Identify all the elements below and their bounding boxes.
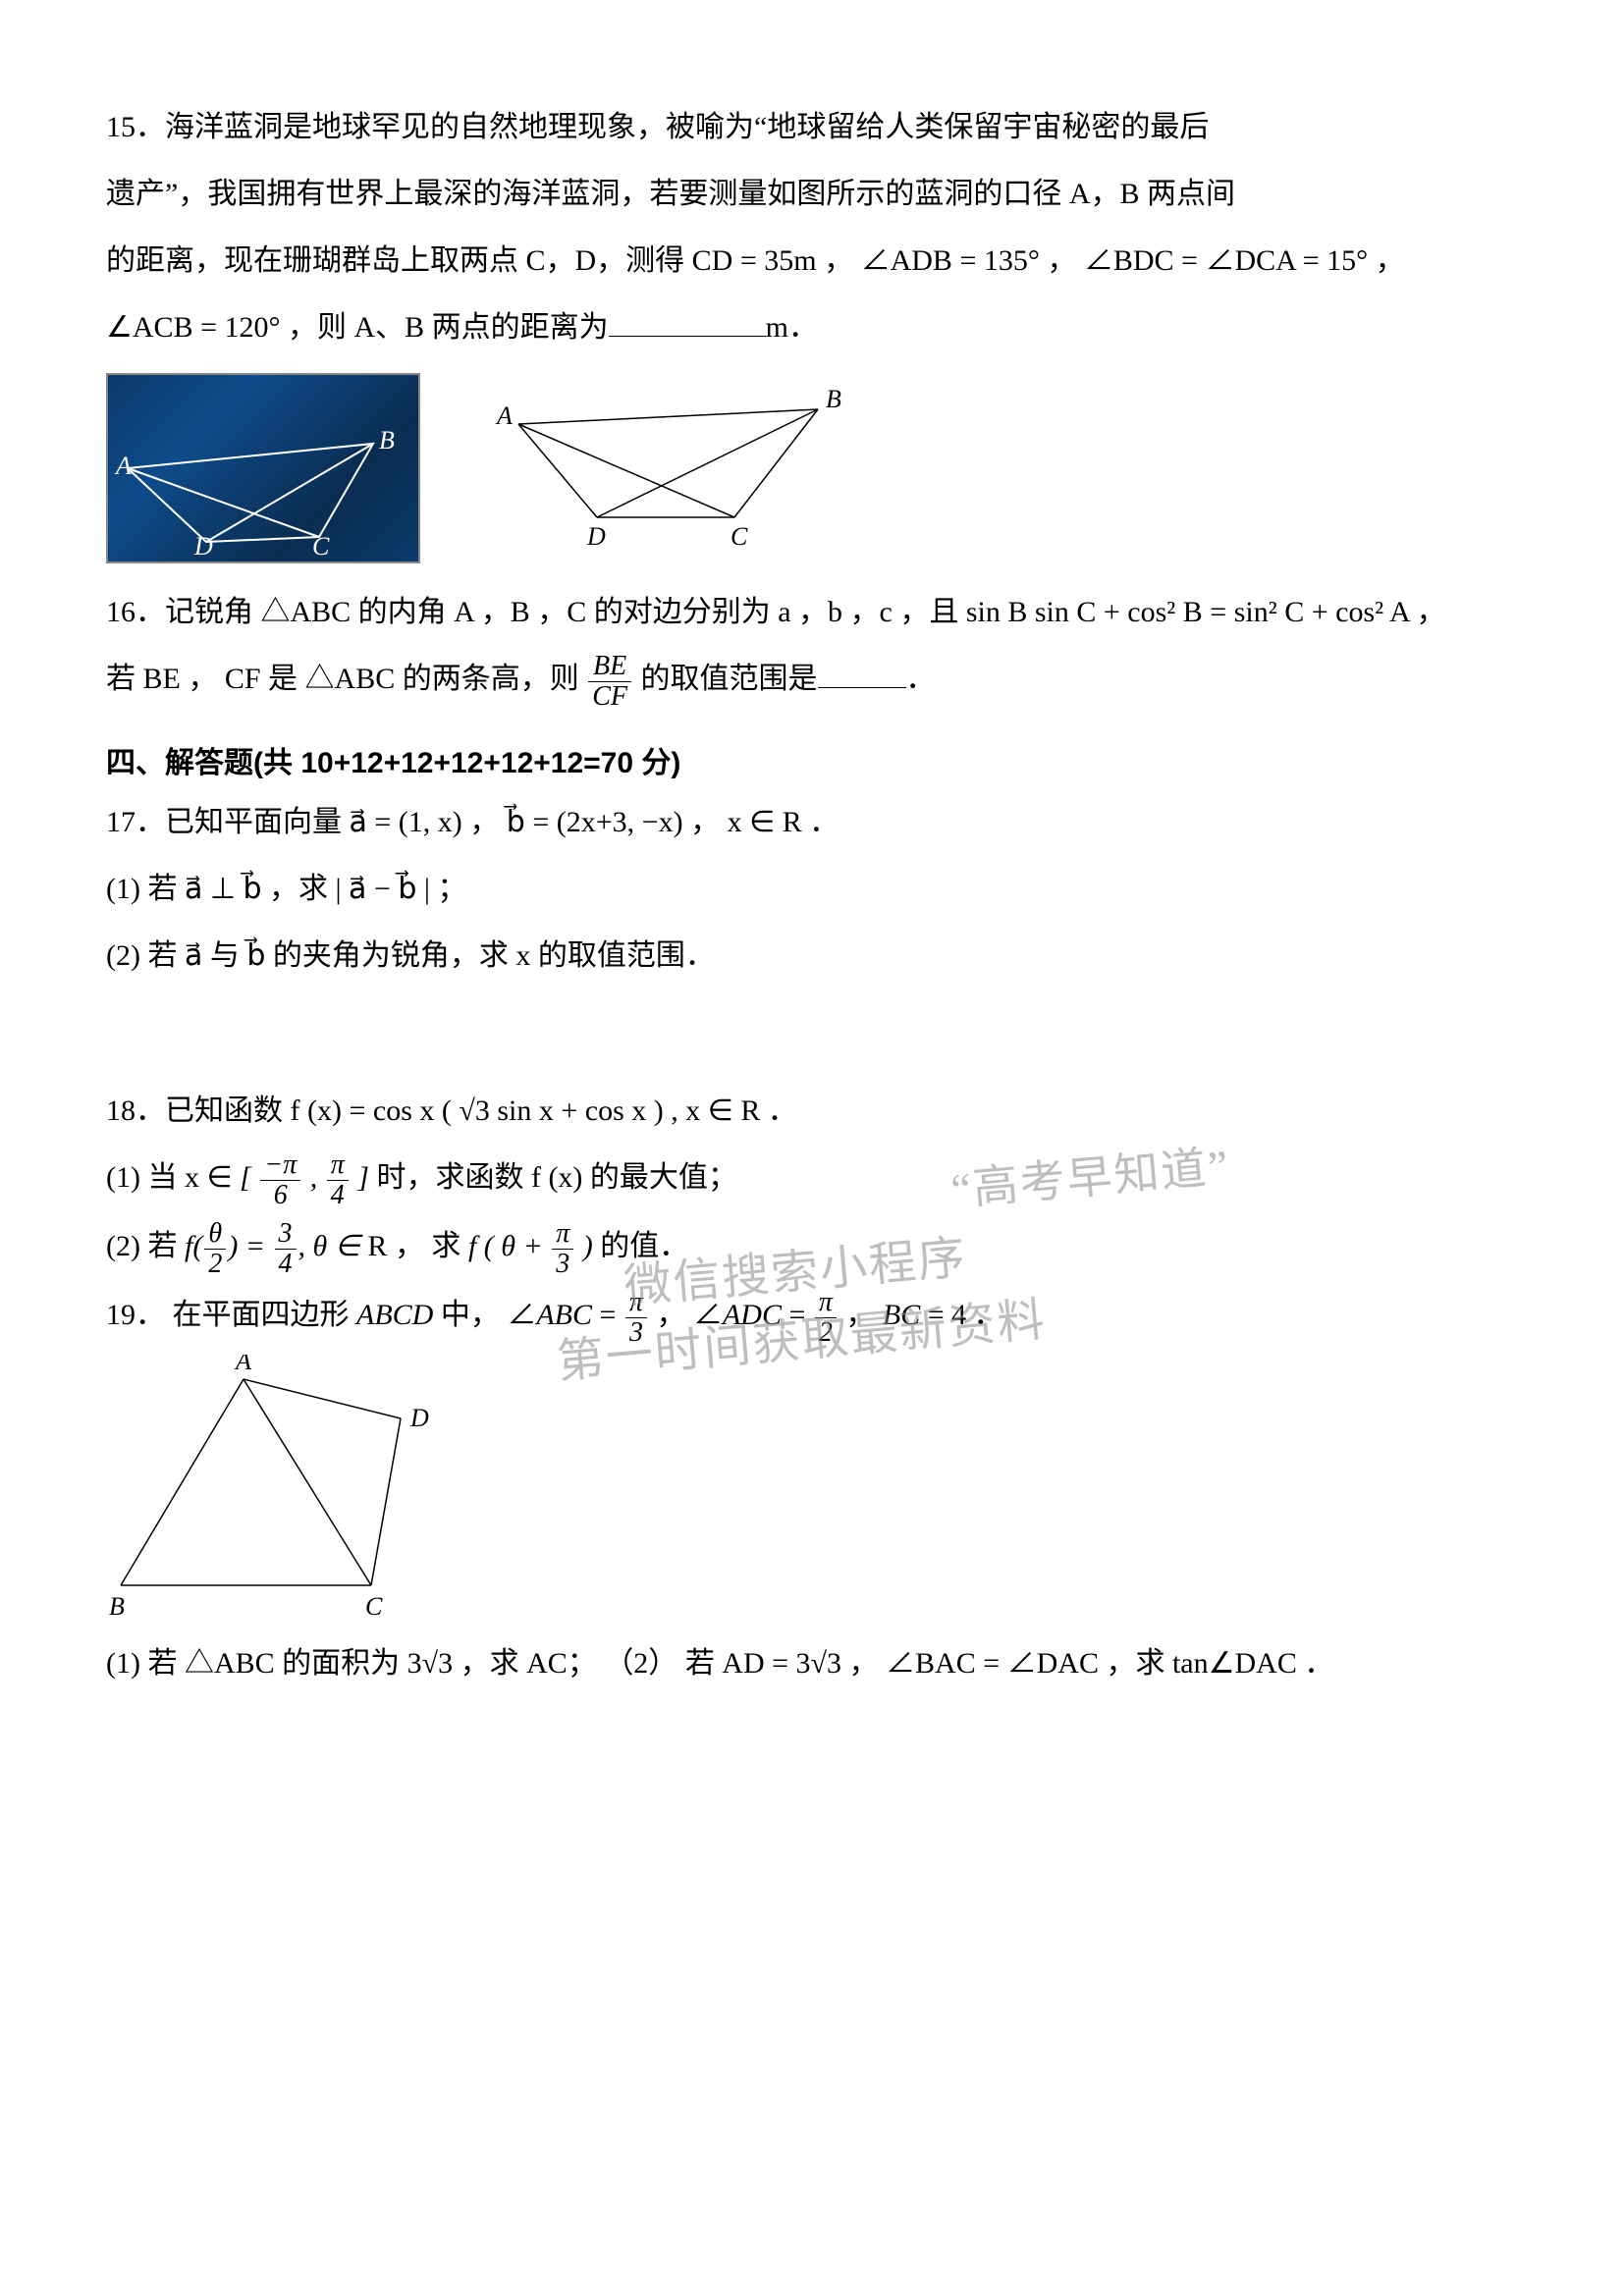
q19-sep1: ， ∠ADC = [656,1299,812,1331]
q15-text-a: 海洋蓝洞是地球罕见的自然地理现象，被喻为“地球留给人类保留宇宙秘密的最后 [165,111,1209,143]
spacing [106,993,1518,1082]
svg-text:B: B [109,1592,125,1621]
q16-tail: ． [906,663,936,695]
page: 15．海洋蓝洞是地球罕见的自然地理现象，被喻为“地球留给人类保留宇宙秘密的最后 … [0,0,1624,2296]
q15-blank [609,309,766,337]
svg-text:C: C [365,1592,383,1621]
q17-part1-label: (1) [106,873,140,905]
q18-number: 18． [106,1095,165,1127]
q15-photo-overlay [108,375,418,561]
q18-stem-text: 已知函数 f (x) = cos x ( √3 sin x + cos x ) … [165,1095,797,1127]
q15-photo-label-b: B [379,426,395,455]
q19-angle-adc: π2 [815,1288,837,1347]
q18-part2-b: ， 求 [395,1230,468,1262]
q18-part2-label: (2) [106,1230,140,1262]
q19-parts: (1) 若 △ABC 的面积为 3√3 ，求 AC； （2） 若 AD = 3√… [106,1634,1518,1693]
q16-blank [818,661,906,688]
q19-angle-abc: π3 [625,1288,647,1347]
q15-text-c: 的距离，现在珊瑚群岛上取两点 C，D，测得 CD = 35m ， ∠ADB = … [106,244,1405,277]
q18-cond: f(θ2) = 34, θ ∈ R [185,1230,395,1262]
q15-line4: ∠ACB = 120° ，则 A、B 两点的距离为 m． [106,298,1518,357]
q16-text-a: 记锐角 △ABC 的内角 A ，B ，C 的对边分别为 a ，b ，c ，且 s… [165,596,1446,628]
q15-line1: 15．海洋蓝洞是地球罕见的自然地理现象，被喻为“地球留给人类保留宇宙秘密的最后 [106,98,1518,157]
q17-stem: 17．已知平面向量 a⃗ = (1, x) ， b⃗ = (2x+3, −x) … [106,793,1518,852]
q15-number: 15． [106,111,165,143]
section4-title: 四、解答题(共 10+12+12+12+12+12=70 分) [106,738,1518,781]
q15-photo: A B C D [106,373,420,563]
q15-diagram: A B C D [479,390,872,547]
svg-text:C: C [731,522,748,547]
q16-line2: 若 BE ， CF 是 △ABC 的两条高，则 BE CF 的取值范围是 ． [106,650,1518,711]
q19-part1-label: (1) [106,1647,140,1680]
q19-stem: 19． 在平面四边形 ABCD 中， ∠ABC = π3 ， ∠ADC = π2… [106,1286,1518,1347]
q19-part2-label: （2） [604,1647,677,1680]
q16-frac-den: CF [588,682,631,711]
q18-part2-a: 若 [147,1230,185,1262]
q17-part2-label: (2) [106,939,140,972]
q18-part1-b: 时，求函数 f (x) 的最大值； [376,1161,736,1194]
q17-part2: (2) 若 a⃗ 与 b⃗ 的夹角为锐角，求 x 的取值范围． [106,927,1518,986]
q15-text-d: ∠ACB = 120° ，则 A、B 两点的距离为 [106,311,609,344]
q18-part2-tail: 的值． [600,1230,688,1262]
svg-text:D: D [409,1404,429,1432]
q16-frac: BE CF [588,652,631,711]
q19-number: 19． [106,1299,165,1331]
q18-part2: (2) 若 f(θ2) = 34, θ ∈ R ， 求 f ( θ + π3 )… [106,1217,1518,1278]
q19-part2-text: 若 AD = 3√3 ， ∠BAC = ∠DAC ，求 tan∠DAC ． [685,1647,1334,1680]
q15-line2: 遗产”，我国拥有世界上最深的海洋蓝洞，若要测量如图所示的蓝洞的口径 A，B 两点… [106,165,1518,224]
q19-part1-text: 若 △ABC 的面积为 3√3 ，求 AC； [147,1647,596,1680]
q15-line3: 的距离，现在珊瑚群岛上取两点 C，D，测得 CD = 35m ， ∠ADB = … [106,232,1518,291]
q16-frac-num: BE [588,652,631,681]
q16-number: 16． [106,596,165,628]
q18-stem: 18．已知函数 f (x) = cos x ( √3 sin x + cos x… [106,1082,1518,1141]
svg-text:B: B [826,390,841,413]
svg-text:A: A [495,401,513,430]
q15-photo-label-a: A [116,452,132,481]
q17-stem-text: 已知平面向量 a⃗ = (1, x) ， b⃗ = (2x+3, −x) ， x… [165,806,839,838]
q17-number: 17． [106,806,165,838]
q16-line1: 16．记锐角 △ABC 的内角 A ，B ，C 的对边分别为 a ，b ，c ，… [106,583,1518,642]
q18-part1-a: 当 x ∈ [147,1161,240,1194]
q18-part1: (1) 当 x ∈ [ −π6 , π4 ] 时，求函数 f (x) 的最大值； [106,1148,1518,1209]
q15-photo-label-c: C [312,532,329,561]
q16-text-c: 的取值范围是 [641,663,818,695]
q16-text-b: 若 BE ， CF 是 △ABC 的两条高，则 [106,663,579,695]
q17-part2-text: 若 a⃗ 与 b⃗ 的夹角为锐角，求 x 的取值范围． [147,939,714,972]
q15-photo-label-d: D [194,532,213,561]
q19-diagram: A D C B [106,1355,460,1629]
q19-stem-prefix: 在平面四边形 ABCD 中， ∠ABC = [173,1299,623,1331]
q18-target: f ( θ + π3 ) [468,1230,600,1262]
svg-text:D: D [586,522,606,547]
q18-part1-label: (1) [106,1161,140,1194]
q18-interval: [ −π6 , π4 ] [240,1161,376,1194]
q17-part1: (1) 若 a⃗ ⊥ b⃗ ，求 | a⃗ − b⃗ | ； [106,860,1518,919]
q15-figure-row: A B C D A B C D [106,373,1518,563]
q17-part1-text: 若 a⃗ ⊥ b⃗ ，求 | a⃗ − b⃗ | ； [147,873,466,905]
q15-text-b: 遗产”，我国拥有世界上最深的海洋蓝洞，若要测量如图所示的蓝洞的口径 A，B 两点… [106,178,1235,210]
svg-text:A: A [234,1355,251,1375]
q15-unit: m． [766,311,818,344]
q19-sep2: ， BC = 4 ． [845,1299,1002,1331]
